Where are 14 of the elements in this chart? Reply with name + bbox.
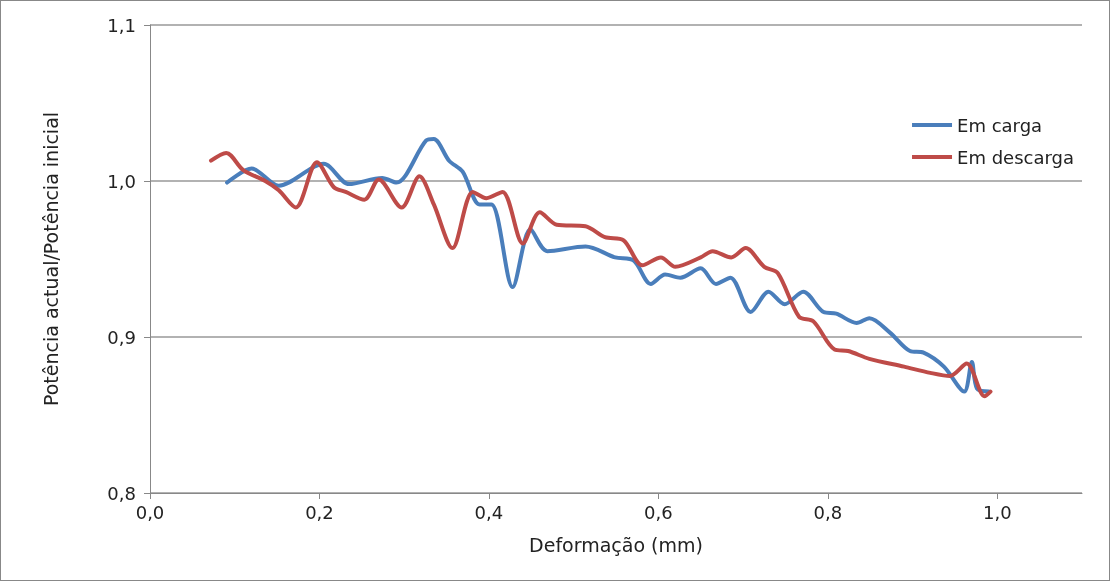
- x-tick-label: 0,6: [644, 501, 673, 523]
- y-tick-label: 0,8: [107, 482, 136, 504]
- y-tick-label: 1,0: [107, 170, 136, 192]
- x-tick-label: 0,8: [813, 501, 843, 523]
- y-tick-label: 0,9: [107, 326, 136, 348]
- x-tick-label: 0,2: [305, 501, 334, 523]
- x-tick-label: 0,4: [474, 501, 504, 523]
- y-tick-label: 1,1: [107, 14, 136, 36]
- legend-label: Em carga: [957, 114, 1043, 136]
- x-axis-title: Deformação (mm): [529, 533, 703, 556]
- x-tick-label: 0,0: [135, 501, 165, 523]
- legend-label: Em descarga: [957, 146, 1075, 168]
- y-axis-title: Potência actual/Potência inicial: [39, 111, 62, 407]
- x-tick-label: 1,0: [982, 501, 1012, 523]
